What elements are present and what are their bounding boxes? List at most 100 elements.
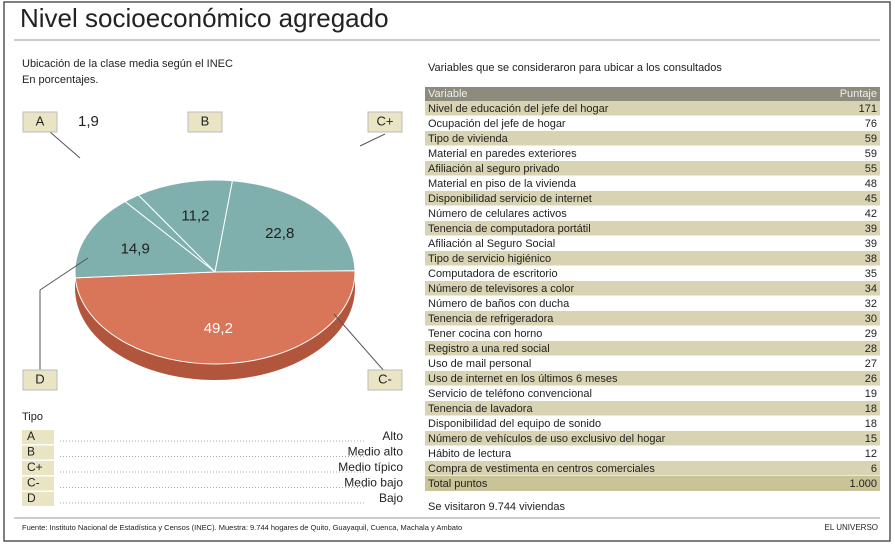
value-label: 1,9: [78, 113, 99, 130]
legend-box: [22, 492, 54, 506]
category-label: B: [201, 113, 210, 128]
cell: Número de celulares activos: [428, 208, 567, 220]
source: Fuente: Instituto Nacional de Estadístic…: [22, 523, 462, 532]
pie-slice: [74, 270, 356, 365]
row-shade: [425, 431, 880, 446]
frame: [3, 1, 891, 542]
category-box: [367, 111, 403, 133]
row-shade: [425, 251, 880, 266]
legend-key: A: [27, 429, 35, 443]
value-label: 11,2: [181, 207, 209, 224]
cell: 59: [865, 133, 877, 145]
row-shade: [425, 161, 880, 176]
category-label: C-: [378, 371, 392, 386]
category-box: [187, 111, 223, 133]
table-note: Se visitaron 9.744 viviendas: [428, 501, 565, 513]
row-shade: [425, 221, 880, 236]
header-cell: Variable: [428, 88, 468, 100]
legend-key: D: [27, 491, 36, 505]
cell: 35: [865, 268, 877, 280]
cell: 19: [865, 388, 877, 400]
cell: Tipo de servicio higiénico: [428, 253, 551, 265]
cell: 29: [865, 328, 877, 340]
cell: 1.000: [849, 478, 877, 490]
cell: 39: [865, 238, 877, 250]
cell: Afiliación al seguro privado: [428, 163, 559, 175]
row-shade: [425, 401, 880, 416]
legend-desc: Alto: [382, 429, 403, 443]
cell: Número de televisores a color: [428, 283, 574, 295]
cell: Material en paredes exteriores: [428, 148, 577, 160]
title: Nivel socioeconómico agregado: [20, 3, 389, 33]
row-shade: [425, 371, 880, 386]
cell: 26: [865, 373, 877, 385]
cell: Servicio de teléfono convencional: [428, 388, 592, 400]
cell: Disponibilidad servicio de internet: [428, 193, 592, 205]
cell: 55: [865, 163, 877, 175]
cell: Total puntos: [428, 478, 488, 490]
row-shade: [425, 311, 880, 326]
category-label: C+: [377, 113, 394, 128]
legend-desc: Medio alto: [348, 445, 404, 459]
cell: Uso de mail personal: [428, 358, 531, 370]
cell: 6: [871, 463, 877, 475]
legend-title: Tipo: [22, 411, 43, 423]
cell: Uso de internet en los últimos 6 meses: [428, 373, 618, 385]
cell: Compra de vestimenta en centros comercia…: [428, 463, 655, 475]
legend-box: [22, 461, 54, 475]
category-box: [22, 111, 58, 133]
cell: Tipo de vivienda: [428, 133, 509, 145]
legend-desc: Medio bajo: [344, 476, 403, 490]
row-shade: [425, 101, 880, 116]
cell: Disponibilidad del equipo de sonido: [428, 418, 601, 430]
cell: 18: [865, 418, 877, 430]
header-cell: Puntaje: [840, 88, 877, 100]
subtitle: Ubicación de la clase media según el INE…: [22, 58, 233, 70]
cell: Material en piso de la vivienda: [428, 178, 577, 190]
pie-slice: [74, 200, 217, 279]
outer-leaders: [39, 131, 386, 373]
row-shade: [425, 191, 880, 206]
category-label: D: [35, 371, 44, 386]
cell: Número de vehículos de uso exclusivo del…: [428, 433, 666, 445]
cell: Tenencia de computadora portátil: [428, 223, 591, 235]
legend-desc: Medio típico: [338, 460, 403, 474]
legend-box: [22, 445, 54, 460]
cell: 76: [865, 118, 877, 130]
cell: 39: [865, 223, 877, 235]
cell: 42: [865, 208, 877, 220]
category-label: A: [36, 113, 45, 128]
cell: Tenencia de lavadora: [428, 403, 533, 415]
row-shade: [425, 281, 880, 296]
value-label: 22,8: [265, 225, 294, 242]
row-shade: [425, 131, 880, 146]
pie-slice: [214, 180, 356, 273]
table-header: [425, 87, 880, 101]
cell: 38: [865, 253, 877, 265]
row-shade: [425, 461, 880, 476]
cell: 28: [865, 343, 877, 355]
cell: 30: [865, 313, 877, 325]
cell: Nivel de educación del jefe del hogar: [428, 103, 609, 115]
row-shade: [425, 341, 880, 356]
category-box: [22, 369, 58, 391]
cell: 45: [865, 193, 877, 205]
cell: Registro a una red social: [428, 343, 550, 355]
cell: Ocupación del jefe de hogar: [428, 118, 566, 130]
total-row: [425, 476, 880, 491]
pie-slice: [137, 179, 234, 274]
cell: Número de baños con ducha: [428, 298, 570, 310]
cell: 34: [865, 283, 877, 295]
legend-key: C+: [27, 460, 43, 474]
cell: 32: [865, 298, 877, 310]
legend-box: [22, 476, 54, 491]
cell: Computadora de escritorio: [428, 268, 558, 280]
brand: EL UNIVERSO: [825, 523, 879, 532]
legend-key: B: [27, 445, 35, 459]
cell: Hábito de lectura: [428, 448, 512, 460]
cell: 18: [865, 403, 877, 415]
cell: 59: [865, 148, 877, 160]
subtitle: En porcentajes.: [22, 74, 98, 86]
value-label: 49,2: [204, 320, 233, 337]
